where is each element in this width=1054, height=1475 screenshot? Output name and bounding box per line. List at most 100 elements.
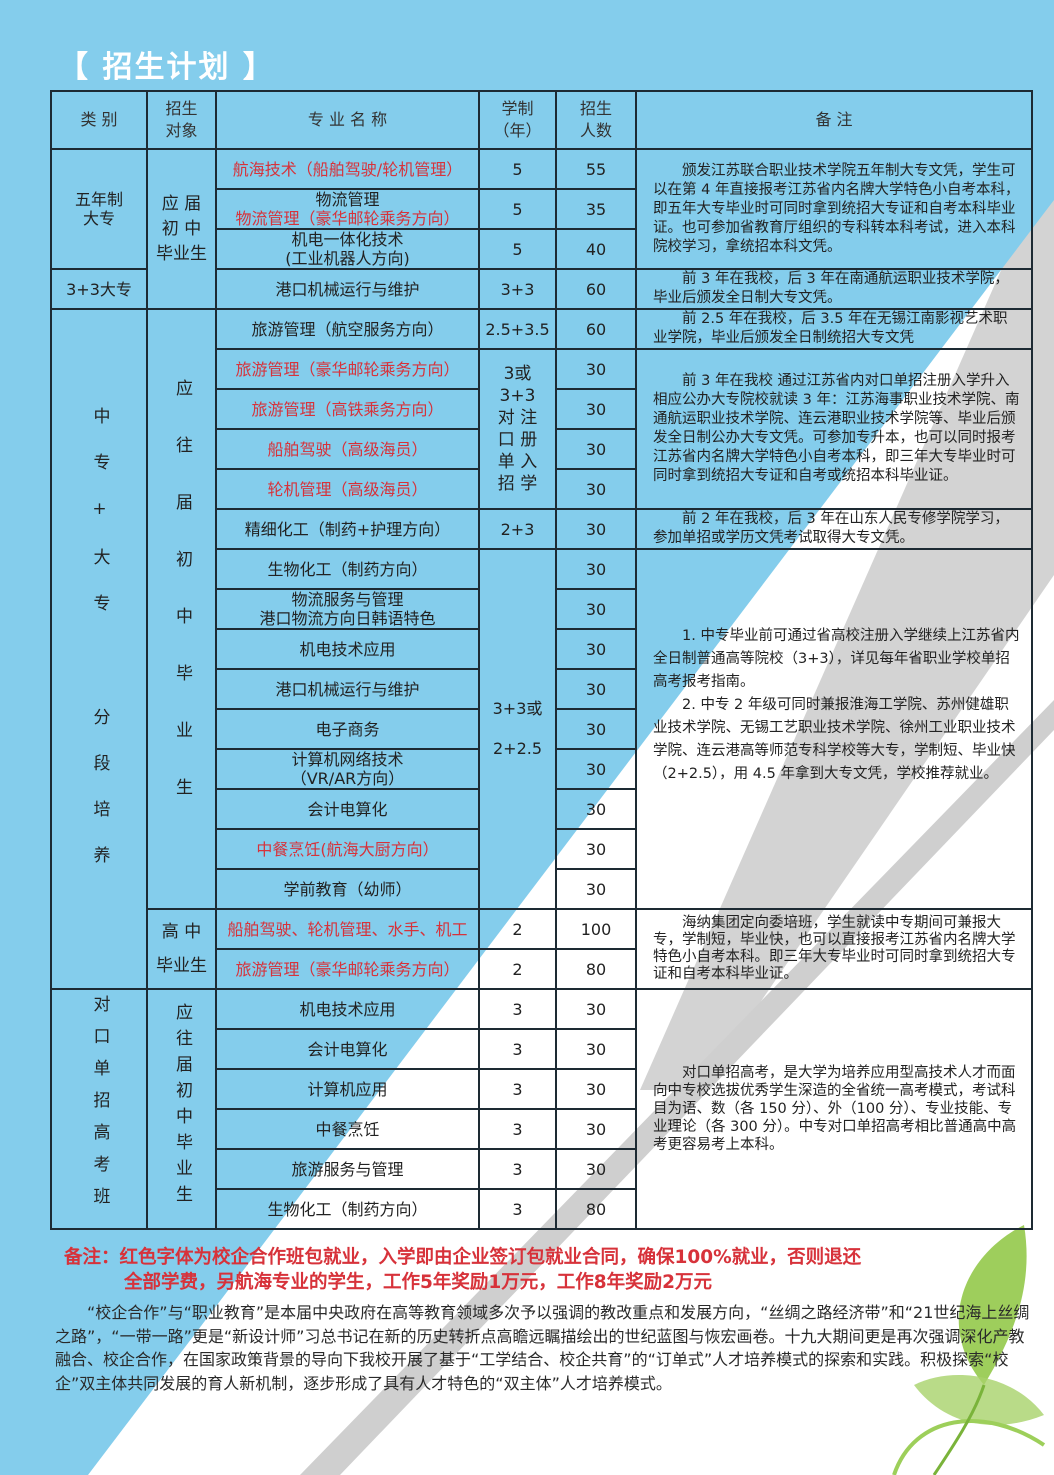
header-years: 学制 （年） <box>478 90 557 150</box>
table-row: 中餐烹饪 3 30 <box>51 1108 1032 1150</box>
major-cell: 航海技术（船舶驾驶/轮机管理） <box>215 148 480 190</box>
note-cell: 前 3 年在我校 通过江苏省内对口单招注册入学升入相应公办大专院校就读 3 年：… <box>635 348 1033 510</box>
remark-line-2: 全部学费，另航海专业的学生，工作5年奖励1万元，工作8年奖励2万元 <box>124 1272 712 1293</box>
note-cell: 前 2 年在我校，后 3 年在山东人民专修学院学习，参加单招或学历文凭考试取得大… <box>635 508 1033 550</box>
table-row: 物流管理 物流管理（豪华邮轮乘务方向） 5 35 <box>51 188 1032 230</box>
table-row: 轮机管理（高级海员） 30 <box>51 468 1032 510</box>
count-cell: 30 <box>555 428 637 470</box>
count-cell: 30 <box>555 388 637 430</box>
major-text: 物流管理 <box>315 190 380 209</box>
table-row: 生物化工（制药方向） 3 80 <box>51 1188 1032 1230</box>
major-cell: 精细化工（制药+护理方向） <box>215 508 480 550</box>
header-target: 招生 对象 <box>146 90 217 150</box>
note-cell: 海纳集团定向委培班，学生就读中专期间可兼报大专，学制短，毕业快，也可以直接报考江… <box>635 908 1033 990</box>
target-cell: 应往届初中毕业生 <box>146 988 217 1230</box>
major-cell: 机电技术应用 <box>215 628 480 670</box>
leaf-decoration <box>892 1225 1046 1475</box>
table-row: 电子商务 30 <box>51 708 1032 750</box>
table-row: 中餐烹饪(航海大厨方向） 30 <box>51 828 1032 870</box>
years-cell: 2.5+3.5 <box>478 308 557 350</box>
count-cell: 30 <box>555 788 637 830</box>
count-cell: 30 <box>555 628 637 670</box>
table-row: 船舶驾驶（高级海员） 30 <box>51 428 1032 470</box>
note-text: 1. 中专毕业前可通过省高校注册入学继续上江苏省内全日制普通高等院校（3+3），… <box>653 628 1020 690</box>
table-row: 机电技术应用 30 <box>51 628 1032 670</box>
years-cell: 3 <box>478 1108 557 1150</box>
count-cell: 30 <box>555 668 637 710</box>
note-text: 海纳集团定向委培班，学生就读中专期间可兼报大专，学制短，毕业快，也可以直接报考江… <box>653 915 1016 982</box>
table-row: 3+3大专 港口机械运行与维护 3+3 60 前 3 年在我校，后 3 年在南通… <box>50 268 1033 310</box>
count-cell: 100 <box>555 908 637 950</box>
years-cell: 2+3 <box>478 508 557 550</box>
years-cell: 3 <box>478 1028 557 1070</box>
header-remarks: 备 注 <box>635 90 1033 150</box>
table-header-row: 类 别 招生 对象 专 业 名 称 学制 （年） 招生 人数 备 注 <box>50 90 1033 150</box>
header-category: 类 别 <box>50 90 148 150</box>
count-cell: 80 <box>555 948 637 990</box>
major-cell: 会计电算化 <box>215 788 480 830</box>
count-cell: 30 <box>555 508 637 550</box>
note-text: 2. 中专 2 年级可同时兼报淮海工学院、苏州健雄职业技术学院、无锡工艺职业技术… <box>653 697 1016 782</box>
major-cell: 旅游服务与管理 <box>215 1148 480 1190</box>
count-cell: 30 <box>555 988 637 1030</box>
count-cell: 60 <box>555 308 637 350</box>
years-cell: 5 <box>478 188 557 230</box>
note-text: 前 3 年在我校，后 3 年在南通航运职业技术学院，毕业后颁发全日制大专文凭。 <box>653 271 1009 306</box>
table-row: 计算机应用 3 30 <box>51 1068 1032 1110</box>
major-cell: 电子商务 <box>215 708 480 750</box>
table-row: 五年制 大专 应 届 初 中 毕业生 航海技术（船舶驾驶/轮机管理） 5 55 … <box>50 148 1033 310</box>
years-cell: 3 <box>478 1068 557 1110</box>
years-cell: 3或 3+3 对 注 口 册 单 入 招 学 <box>478 348 557 510</box>
page-title: 【 招生计划 】 <box>58 50 275 85</box>
note-cell: 前 3 年在我校，后 3 年在南通航运职业技术学院，毕业后颁发全日制大专文凭。 <box>635 268 1033 310</box>
target-cell: 高 中 毕业生 <box>146 908 217 990</box>
years-cell: 3+3 <box>478 268 557 310</box>
count-cell: 30 <box>555 1068 637 1110</box>
count-cell: 30 <box>555 828 637 870</box>
years-cell: 3+3或 2+2.5 <box>478 548 557 910</box>
major-cell: 物流服务与管理 港口物流方向日韩语特色 <box>215 588 480 630</box>
count-cell: 30 <box>555 708 637 750</box>
count-cell: 30 <box>555 1148 637 1190</box>
table-row: 旅游管理（豪华邮轮乘务方向） 3或 3+3 对 注 口 册 单 入 招 学 30… <box>51 348 1033 510</box>
major-cell: 机电技术应用 <box>215 988 480 1030</box>
remark-note: 备注：红色字体为校企合作班包就业，入学即由企业签订包就业合同，确保100%就业，… <box>64 1245 1024 1295</box>
count-cell: 30 <box>555 588 637 630</box>
category-cell: 中专+大专 分段培养 <box>50 308 148 990</box>
major-cell: 物流管理 物流管理（豪华邮轮乘务方向） <box>215 188 480 230</box>
note-text: 前 2 年在我校，后 3 年在山东人民专修学院学习，参加单招或学历文凭考试取得大… <box>653 511 1009 546</box>
years-cell: 3 <box>478 1188 557 1230</box>
major-cell: 学前教育（幼师） <box>215 868 480 910</box>
remark-line-1: 备注：红色字体为校企合作班包就业，入学即由企业签订包就业合同，确保100%就业，… <box>64 1247 862 1268</box>
major-cell: 船舶驾驶（高级海员） <box>215 428 480 470</box>
table-row: 会计电算化 30 <box>51 788 1032 830</box>
note-text: 前 2.5 年在我校，后 3.5 年在无锡江南影视艺术职业学院，毕业后颁发全日制… <box>653 311 1008 346</box>
table-row: 旅游服务与管理 3 30 <box>51 1148 1032 1190</box>
count-cell: 40 <box>555 228 637 270</box>
major-cell: 港口机械运行与维护 <box>215 668 480 710</box>
years-cell: 3 <box>478 1148 557 1190</box>
major-cell: 中餐烹饪(航海大厨方向） <box>215 828 480 870</box>
major-cell: 旅游管理（航空服务方向） <box>215 308 480 350</box>
years-cell: 5 <box>478 148 557 190</box>
major-text-partner: 物流管理（豪华邮轮乘务方向） <box>235 209 460 228</box>
count-cell: 30 <box>555 348 637 390</box>
table-row: 高 中 毕业生 船舶驾驶、轮机管理、水手、机工 2 100 海纳集团定向委培班，… <box>51 908 1033 990</box>
count-cell: 30 <box>555 548 637 590</box>
target-cell: 应往届初中毕业生 <box>146 308 217 910</box>
count-cell: 30 <box>555 1108 637 1150</box>
target-text: 应往届初中毕业生 <box>172 1003 192 1211</box>
note-cell: 前 2.5 年在我校，后 3.5 年在无锡江南影视艺术职业学院，毕业后颁发全日制… <box>635 308 1033 350</box>
table-row: 计算机网络技术 （VR/AR方向） 30 <box>51 748 1032 790</box>
major-cell: 旅游管理（豪华邮轮乘务方向） <box>215 948 480 990</box>
table-row: 旅游管理（豪华邮轮乘务方向） 2 80 <box>51 948 1032 990</box>
years-cell: 2 <box>478 908 557 950</box>
count-cell: 60 <box>555 268 637 310</box>
major-cell: 计算机应用 <box>215 1068 480 1110</box>
table-row: 机电一体化技术 (工业机器人方向) 5 40 <box>51 228 1032 270</box>
note-text: 前 3 年在我校 通过江苏省内对口单招注册入学升入相应公办大专院校就读 3 年：… <box>653 373 1020 484</box>
target-cell: 应 届 初 中 毕业生 <box>146 148 217 310</box>
major-cell: 轮机管理（高级海员） <box>215 468 480 510</box>
note-cell: 1. 中专毕业前可通过省高校注册入学继续上江苏省内全日制普通高等院校（3+3），… <box>635 548 1033 910</box>
major-cell: 船舶驾驶、轮机管理、水手、机工 <box>215 908 480 950</box>
